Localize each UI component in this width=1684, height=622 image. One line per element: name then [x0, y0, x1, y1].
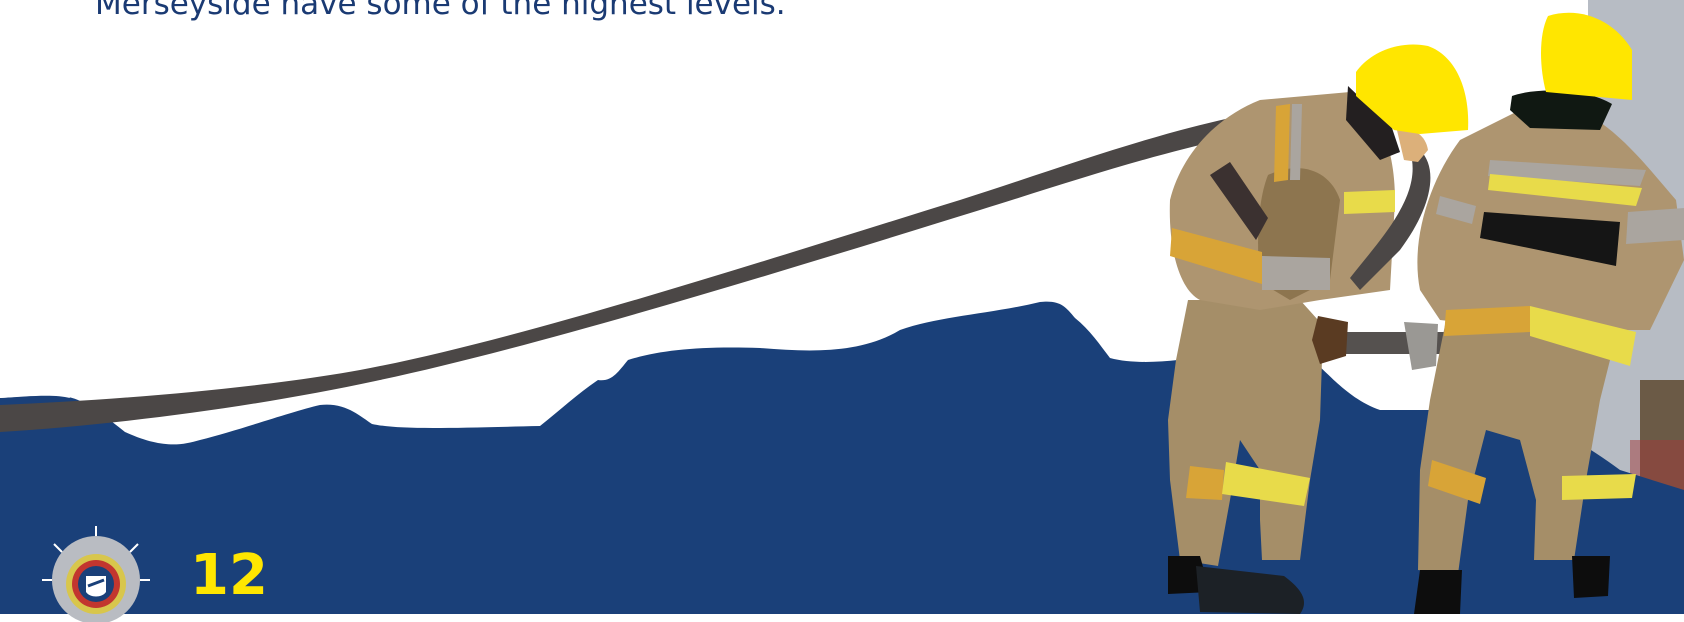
- fire-hose: [0, 108, 1292, 432]
- page-number: 12: [190, 543, 268, 608]
- firefighter-right: [1404, 12, 1684, 614]
- firefighter-left: [1168, 44, 1469, 614]
- fire-service-crest-icon: [42, 526, 150, 622]
- body-text: Merseyside have some of the highest leve…: [95, 0, 786, 22]
